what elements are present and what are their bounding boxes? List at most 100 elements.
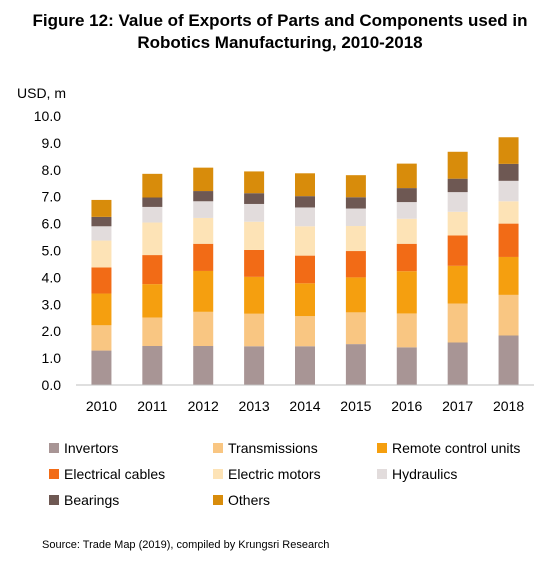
x-tick-label: 2015 — [340, 398, 371, 414]
bar-segment — [244, 276, 265, 314]
legend-label: Remote control units — [392, 440, 520, 456]
source-note: Source: Trade Map (2019), compiled by Kr… — [42, 539, 330, 551]
bar-segment — [295, 196, 315, 208]
bar-segment — [193, 167, 214, 192]
y-tick-label: 3.0 — [42, 296, 62, 312]
bar-segment — [345, 208, 366, 227]
y-tick-label: 9.0 — [42, 135, 62, 151]
bar-segment — [142, 206, 163, 223]
y-tick-label: 5.0 — [42, 243, 62, 259]
legend-item: Invertors — [49, 440, 118, 456]
chart-title-line-1: Figure 12: Value of Exports of Parts and… — [32, 11, 528, 30]
y-tick-label: 8.0 — [42, 162, 62, 178]
y-axis: 0.0 1.0 2.0 3.0 4.0 5.0 6.0 7.0 8.0 9.0 10.0 — [34, 108, 61, 393]
bar-segment — [498, 294, 519, 336]
legend-item: Remote control units — [377, 440, 520, 456]
bar-segment — [91, 240, 112, 268]
bar-segment — [447, 303, 468, 343]
legend-item: Electrical cables — [49, 466, 165, 482]
bar-segment — [447, 265, 468, 304]
bar-segment — [396, 202, 417, 219]
bar-segment — [244, 203, 265, 222]
bar-segment — [244, 193, 265, 204]
y-tick-label: 10.0 — [34, 108, 61, 124]
bar-stack — [193, 167, 214, 385]
bar-segment — [345, 251, 366, 278]
legend-swatch — [213, 469, 223, 479]
bar-segment — [244, 171, 265, 194]
bar-segment — [345, 277, 366, 313]
bar-segment — [498, 180, 519, 202]
bar-segment — [498, 335, 519, 385]
x-axis: 2010 2011 2012 2013 2014 2015 2016 2017 2018 — [86, 398, 524, 414]
bar-segment — [91, 226, 112, 241]
bar-segment — [396, 243, 417, 272]
legend-label: Others — [228, 492, 270, 508]
bar-segment — [396, 271, 417, 314]
bar-segment — [447, 178, 468, 193]
bar-segment — [91, 325, 112, 351]
bar-segment — [345, 197, 366, 209]
bar-segment — [244, 249, 265, 277]
bar-segment — [193, 270, 214, 312]
legend-label: Invertors — [64, 440, 118, 456]
legend-label: Hydraulics — [392, 466, 457, 482]
bar-stack — [244, 171, 265, 385]
x-tick-label: 2011 — [137, 398, 167, 414]
bar-segment — [193, 191, 214, 202]
bar-segment — [244, 313, 265, 347]
legend-item: Transmissions — [213, 440, 318, 456]
bar-stack — [295, 173, 315, 385]
bar-segment — [345, 312, 366, 345]
bar-segment — [91, 216, 112, 227]
bar-segment — [498, 137, 519, 164]
y-tick-label: 6.0 — [42, 216, 62, 232]
bar-segment — [142, 197, 163, 207]
bar-segment — [295, 255, 315, 284]
bars — [91, 137, 519, 385]
legend-swatch — [49, 495, 59, 505]
bar-segment — [193, 243, 214, 271]
legend-item: Others — [213, 492, 270, 508]
bar-segment — [142, 345, 163, 385]
chart-title: Figure 12: Value of Exports of Parts and… — [0, 10, 560, 54]
x-tick-label: 2014 — [289, 398, 320, 414]
bar-segment — [295, 173, 315, 197]
y-axis-label: USD, m — [17, 85, 66, 101]
bar-segment — [193, 217, 214, 244]
chart-title-line-2: Robotics Manufacturing, 2010-2018 — [137, 33, 423, 52]
bar-segment — [396, 188, 417, 203]
bar-segment — [142, 222, 163, 256]
bar-segment — [345, 226, 366, 252]
bar-segment — [295, 226, 315, 256]
bar-segment — [193, 345, 214, 385]
bar-segment — [295, 316, 315, 347]
x-tick-label: 2018 — [493, 398, 524, 414]
bar-segment — [447, 211, 468, 236]
bar-segment — [498, 163, 519, 181]
bar-stack — [447, 151, 468, 385]
bar-segment — [396, 347, 417, 385]
bar-stack — [142, 173, 163, 385]
bar-segment — [498, 223, 519, 257]
legend-swatch — [213, 495, 223, 505]
bar-stack — [498, 137, 519, 385]
x-tick-label: 2017 — [442, 398, 473, 414]
y-tick-label: 4.0 — [42, 269, 62, 285]
bar-segment — [193, 311, 214, 346]
legend: Invertors Transmissions Remote control uni… — [49, 440, 520, 508]
bar-segment — [295, 283, 315, 317]
bar-stack — [91, 199, 112, 385]
bar-segment — [295, 207, 315, 227]
bar-stack — [396, 163, 417, 385]
legend-swatch — [213, 443, 223, 453]
legend-label: Bearings — [64, 492, 119, 508]
bar-segment — [498, 201, 519, 224]
legend-label: Transmissions — [228, 440, 318, 456]
x-tick-label: 2012 — [188, 398, 219, 414]
legend-label: Electric motors — [228, 466, 321, 482]
bar-segment — [142, 173, 163, 198]
bar-segment — [295, 346, 315, 385]
x-tick-label: 2013 — [239, 398, 270, 414]
bar-segment — [91, 293, 112, 326]
